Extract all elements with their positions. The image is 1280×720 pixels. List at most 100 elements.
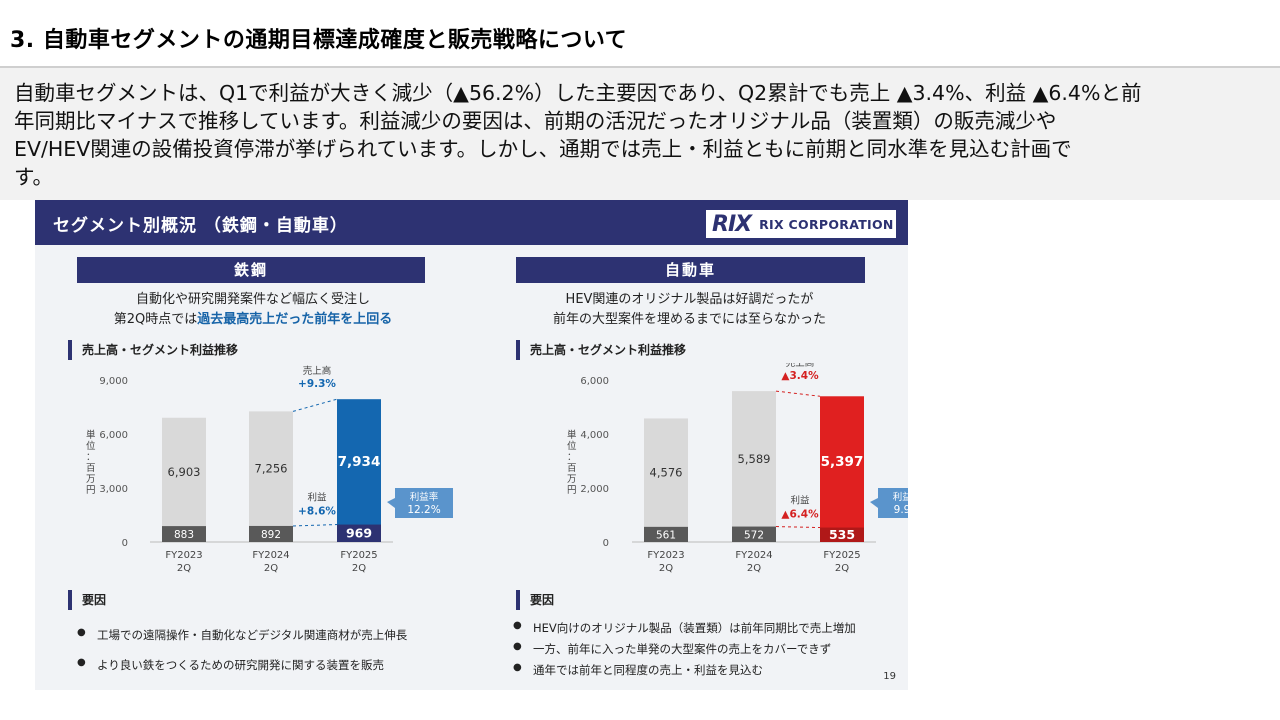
steel-lead-highlight: 過去最高売上だった前年を上回る bbox=[197, 312, 393, 327]
sales-bar bbox=[337, 399, 381, 542]
y-tick-label: 0 bbox=[122, 538, 128, 549]
x-tick-label: FY2023 bbox=[165, 550, 202, 561]
margin-callout bbox=[387, 488, 453, 518]
profit-growth-value: +8.6% bbox=[298, 506, 336, 518]
list-item: より良い鉄をつくるための研究開発に関する装置を販売 bbox=[77, 657, 407, 673]
auto-factor-list: HEV向けのオリジナル製品（装置類）は前年同期比で売上増加 一方、前年に入った単… bbox=[513, 620, 856, 678]
x-tick-label: 2Q bbox=[659, 563, 673, 574]
list-item: HEV向けのオリジナル製品（装置類）は前年同期比で売上増加 bbox=[513, 620, 856, 636]
x-tick-label: FY2024 bbox=[735, 550, 772, 561]
slide-title: セグメント別概況 （鉄鋼・自動車） bbox=[53, 216, 348, 236]
margin-caption: 利益率 bbox=[410, 491, 439, 503]
segment-slide: セグメント別概況 （鉄鋼・自動車） RIX RIX CORPORATION 鉄鋼… bbox=[35, 200, 908, 690]
x-tick-label: 2Q bbox=[264, 563, 278, 574]
auto-chart-heading: 売上高・セグメント利益推移 bbox=[516, 340, 686, 360]
profit-growth-caption: 利益 bbox=[790, 495, 810, 507]
summary-line: EV/HEV関連の設備投資停滞が挙げられています。しかし、通期では売上・利益とも… bbox=[14, 137, 1072, 161]
profit-data-label: 535 bbox=[829, 527, 855, 542]
sales-growth-caption: 売上高 bbox=[303, 365, 332, 377]
sales-growth-caption: 売上高 bbox=[786, 363, 815, 369]
logo-mark: RIX bbox=[712, 211, 752, 237]
profit-growth-line bbox=[292, 524, 338, 527]
y-tick-label: 0 bbox=[603, 538, 609, 549]
y-axis-unit-label: 単位：百万円 bbox=[86, 429, 96, 496]
steel-lead: 自動化や研究開発案件など幅広く受注し 第2Q時点では過去最高売上だった前年を上回… bbox=[35, 290, 471, 330]
y-tick-label: 6,000 bbox=[99, 430, 128, 441]
sales-growth-value: ▲3.4% bbox=[781, 370, 819, 382]
title-divider bbox=[0, 66, 1280, 68]
profit-data-label: 892 bbox=[261, 529, 281, 541]
steel-bar-chart: 9,000 6,000 3,000 0 単位：百万円 6,903 883 FY2023 2Q 7,… bbox=[86, 365, 453, 574]
profit-growth-value: ▲6.4% bbox=[781, 509, 819, 521]
sales-bar bbox=[644, 418, 688, 542]
sales-data-label: 4,576 bbox=[650, 466, 683, 480]
y-tick-label: 9,000 bbox=[99, 376, 128, 387]
auto-factor-heading: 要因 bbox=[516, 590, 554, 610]
profit-growth-line bbox=[775, 526, 821, 529]
profit-data-label: 969 bbox=[346, 525, 372, 540]
list-item: 通年では前年と同程度の売上・利益を見込む bbox=[513, 662, 856, 678]
y-tick-label: 3,000 bbox=[99, 484, 128, 495]
profit-bar bbox=[820, 527, 864, 542]
profit-data-label: 561 bbox=[656, 529, 676, 541]
summary-line: 自動車セグメントは、Q1で利益が大きく減少（▲56.2%）した主要因であり、Q2… bbox=[14, 81, 1142, 105]
sales-bar bbox=[249, 411, 293, 542]
auto-bar-chart: 6,000 4,000 2,000 0 単位：百万円 4,576 561 FY2023 2Q 5,… bbox=[567, 363, 908, 574]
x-tick-label: 2Q bbox=[835, 563, 849, 574]
auto-lead: HEV関連のオリジナル製品は好調だったが 前年の大型案件を埋めるまでには至らなか… bbox=[471, 290, 908, 330]
steel-lead-line1: 自動化や研究開発案件など幅広く受注し bbox=[135, 292, 370, 307]
page-title: 3. 自動車セグメントの通期目標達成確度と販売戦略について bbox=[10, 28, 628, 53]
sales-bar bbox=[732, 391, 776, 542]
sales-data-label: 5,397 bbox=[821, 454, 864, 470]
steel-factor-list: 工場での遠隔操作・自動化などデジタル関連商材が売上伸長 より良い鉄をつくるための… bbox=[77, 627, 407, 673]
x-tick-label: 2Q bbox=[352, 563, 366, 574]
steel-factor-heading: 要因 bbox=[68, 590, 106, 610]
steel-chart-heading: 売上高・セグメント利益推移 bbox=[68, 340, 238, 360]
profit-bar bbox=[337, 524, 381, 542]
y-tick-label: 2,000 bbox=[580, 484, 609, 495]
steel-panel: 鉄鋼 自動化や研究開発案件など幅広く受注し 第2Q時点では過去最高売上だった前年… bbox=[35, 245, 471, 690]
summary-line: 年同期比マイナスで推移しています。利益減少の要因は、前期の活況だったオリジナル品… bbox=[14, 109, 1057, 133]
margin-caption: 利益率 bbox=[893, 491, 908, 503]
profit-bar bbox=[732, 526, 776, 542]
steel-lead-prefix: 第2Q時点では bbox=[113, 312, 198, 327]
profit-data-label: 883 bbox=[174, 529, 194, 541]
sales-data-label: 7,934 bbox=[338, 454, 381, 470]
list-item: 一方、前年に入った単発の大型案件の売上をカバーできず bbox=[513, 641, 856, 657]
steel-segment-label: 鉄鋼 bbox=[77, 257, 425, 283]
sales-bar bbox=[162, 417, 206, 542]
sales-growth-value: +9.3% bbox=[298, 378, 336, 390]
auto-panel: 自動車 HEV関連のオリジナル製品は好調だったが 前年の大型案件を埋めるまでには… bbox=[471, 245, 908, 690]
list-item: 工場での遠隔操作・自動化などデジタル関連商材が売上伸長 bbox=[77, 627, 407, 643]
x-tick-label: FY2024 bbox=[252, 550, 289, 561]
rix-logo: RIX RIX CORPORATION bbox=[706, 210, 896, 238]
y-tick-label: 6,000 bbox=[580, 376, 609, 387]
sales-growth-line bbox=[292, 398, 338, 412]
sales-data-label: 7,256 bbox=[255, 462, 288, 476]
x-tick-label: FY2025 bbox=[823, 550, 860, 561]
profit-bar bbox=[644, 526, 688, 542]
x-tick-label: FY2025 bbox=[340, 550, 377, 561]
x-tick-label: FY2023 bbox=[647, 550, 684, 561]
profit-bar bbox=[249, 525, 293, 542]
y-tick-label: 4,000 bbox=[580, 430, 609, 441]
auto-lead-line1: HEV関連のオリジナル製品は好調だったが bbox=[565, 292, 814, 307]
x-tick-label: 2Q bbox=[747, 563, 761, 574]
margin-value: 9.9% bbox=[894, 504, 908, 516]
summary-text: 自動車セグメントは、Q1で利益が大きく減少（▲56.2%）した主要因であり、Q2… bbox=[0, 68, 1280, 200]
y-axis-unit-label: 単位：百万円 bbox=[567, 429, 577, 496]
profit-data-label: 572 bbox=[744, 529, 764, 541]
sales-bar bbox=[820, 396, 864, 542]
profit-growth-caption: 利益 bbox=[307, 492, 327, 504]
margin-callout bbox=[870, 488, 908, 518]
sales-data-label: 6,903 bbox=[168, 465, 201, 479]
logo-text: RIX CORPORATION bbox=[759, 216, 894, 232]
margin-value: 12.2% bbox=[407, 504, 440, 516]
sales-data-label: 5,589 bbox=[738, 452, 771, 466]
slide-header: セグメント別概況 （鉄鋼・自動車） RIX RIX CORPORATION bbox=[35, 200, 908, 245]
steel-lead-line2: 第2Q時点では過去最高売上だった前年を上回る bbox=[35, 310, 471, 330]
profit-bar bbox=[162, 526, 206, 542]
summary-line: す。 bbox=[14, 165, 53, 189]
page-number: 19 bbox=[883, 671, 896, 682]
